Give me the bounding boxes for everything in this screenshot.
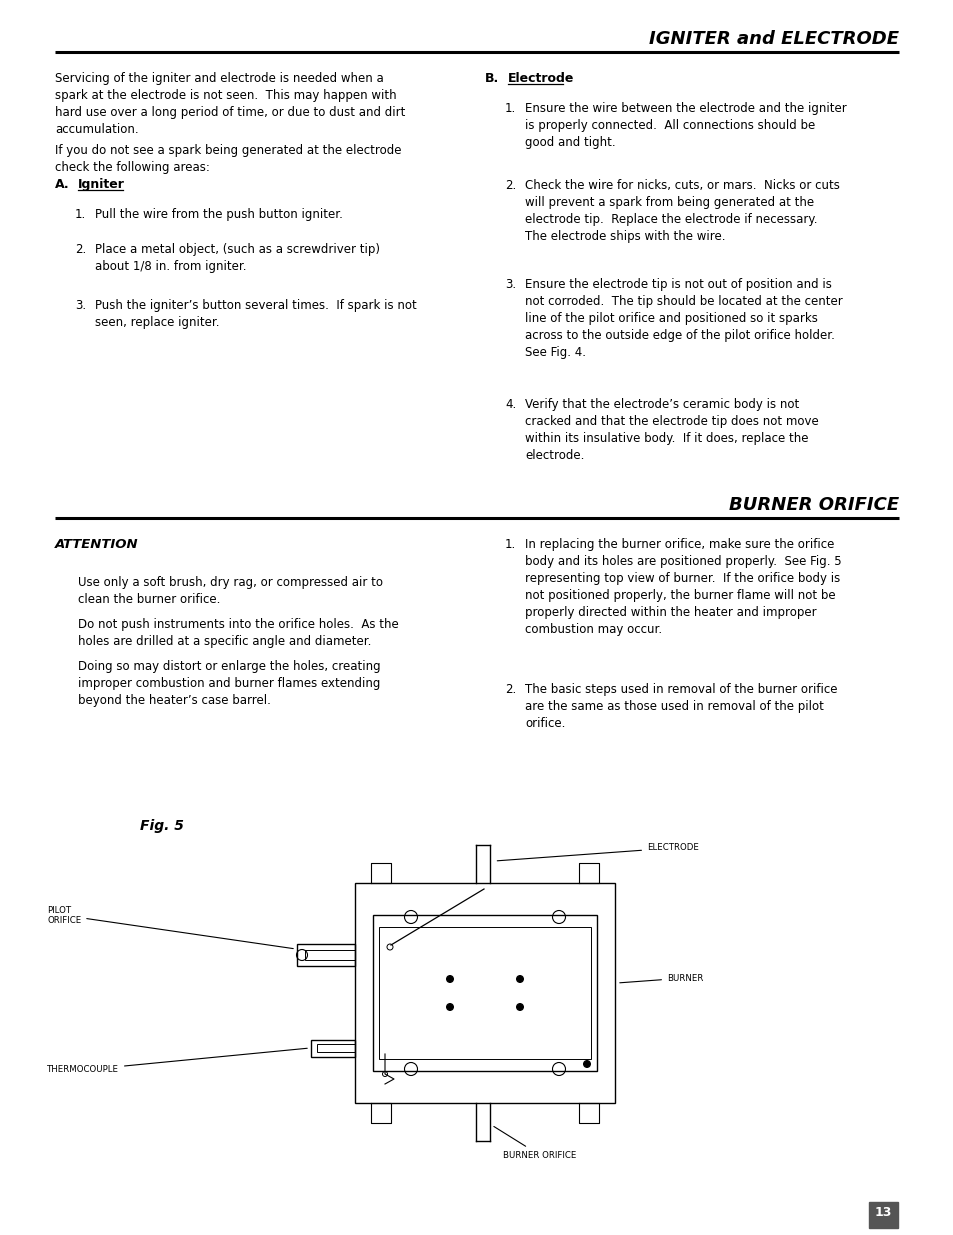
Text: Check the wire for nicks, cuts, or mars.  Nicks or cuts
will prevent a spark fro: Check the wire for nicks, cuts, or mars.… bbox=[524, 179, 839, 243]
Text: Fig. 5: Fig. 5 bbox=[140, 819, 184, 832]
Text: 13: 13 bbox=[874, 1207, 891, 1219]
Text: 4.: 4. bbox=[504, 399, 516, 411]
Text: A.: A. bbox=[55, 178, 70, 191]
Text: 2.: 2. bbox=[75, 243, 86, 256]
Circle shape bbox=[446, 1004, 453, 1010]
Text: Ensure the wire between the electrode and the igniter
is properly connected.  Al: Ensure the wire between the electrode an… bbox=[524, 103, 846, 149]
Text: Ensure the electrode tip is not out of position and is
not corroded.  The tip sh: Ensure the electrode tip is not out of p… bbox=[524, 278, 841, 359]
Text: Place a metal object, (such as a screwdriver tip)
about 1/8 in. from igniter.: Place a metal object, (such as a screwdr… bbox=[95, 243, 379, 273]
Text: 3.: 3. bbox=[504, 278, 516, 291]
Text: 3.: 3. bbox=[75, 299, 86, 312]
Text: Igniter: Igniter bbox=[78, 178, 125, 191]
Circle shape bbox=[517, 1004, 523, 1010]
Text: The basic steps used in removal of the burner orifice
are the same as those used: The basic steps used in removal of the b… bbox=[524, 683, 837, 730]
Text: B.: B. bbox=[484, 72, 498, 85]
Text: Push the igniter’s button several times.  If spark is not
seen, replace igniter.: Push the igniter’s button several times.… bbox=[95, 299, 416, 329]
Text: In replacing the burner orifice, make sure the orifice
body and its holes are po: In replacing the burner orifice, make su… bbox=[524, 538, 841, 636]
Text: Electrode: Electrode bbox=[507, 72, 574, 85]
Text: 1.: 1. bbox=[504, 103, 516, 115]
Text: 1.: 1. bbox=[504, 538, 516, 551]
Text: Verify that the electrode’s ceramic body is not
cracked and that the electrode t: Verify that the electrode’s ceramic body… bbox=[524, 399, 818, 462]
Text: BURNER ORIFICE: BURNER ORIFICE bbox=[494, 1126, 576, 1160]
Text: BURNER: BURNER bbox=[619, 973, 702, 983]
Text: 2.: 2. bbox=[504, 683, 516, 697]
Circle shape bbox=[517, 976, 523, 982]
Text: If you do not see a spark being generated at the electrode
check the following a: If you do not see a spark being generate… bbox=[55, 144, 401, 174]
Text: 1.: 1. bbox=[75, 207, 86, 221]
Text: IGNITER and ELECTRODE: IGNITER and ELECTRODE bbox=[648, 30, 898, 48]
FancyBboxPatch shape bbox=[868, 1202, 897, 1228]
Text: ATTENTION: ATTENTION bbox=[55, 538, 138, 551]
Text: BURNER ORIFICE: BURNER ORIFICE bbox=[728, 496, 898, 514]
Text: PILOT
ORIFICE: PILOT ORIFICE bbox=[47, 905, 293, 948]
Text: Pull the wire from the push button igniter.: Pull the wire from the push button ignit… bbox=[95, 207, 342, 221]
Text: 2.: 2. bbox=[504, 179, 516, 193]
Text: Do not push instruments into the orifice holes.  As the
holes are drilled at a s: Do not push instruments into the orifice… bbox=[78, 618, 398, 648]
Text: ELECTRODE: ELECTRODE bbox=[497, 844, 699, 861]
Text: Doing so may distort or enlarge the holes, creating
improper combustion and burn: Doing so may distort or enlarge the hole… bbox=[78, 659, 380, 706]
Text: Use only a soft brush, dry rag, or compressed air to
clean the burner orifice.: Use only a soft brush, dry rag, or compr… bbox=[78, 576, 382, 606]
Text: Servicing of the igniter and electrode is needed when a
spark at the electrode i: Servicing of the igniter and electrode i… bbox=[55, 72, 405, 136]
Circle shape bbox=[583, 1061, 590, 1067]
Text: THERMOCOUPLE: THERMOCOUPLE bbox=[47, 1049, 307, 1074]
Circle shape bbox=[446, 976, 453, 982]
